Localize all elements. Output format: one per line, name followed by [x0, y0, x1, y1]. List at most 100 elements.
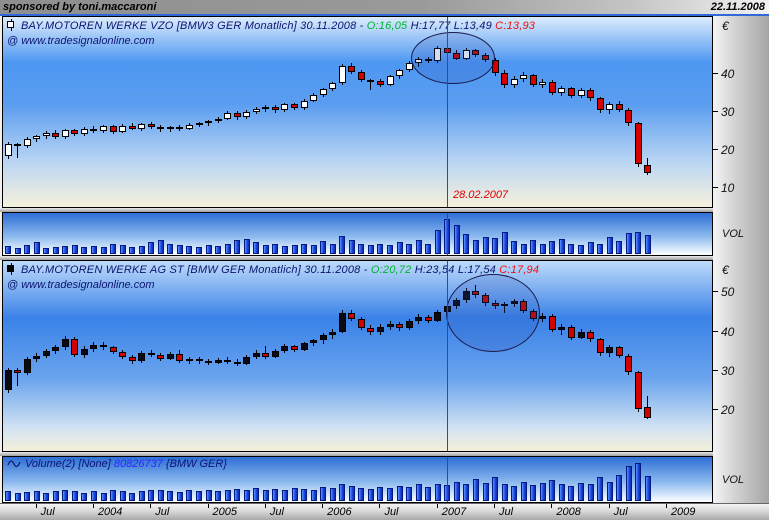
volume-bar — [281, 489, 288, 501]
x-tick-label: Jul — [613, 506, 628, 518]
filled-candle-icon — [7, 263, 16, 275]
volume-bar — [530, 240, 537, 254]
candle-body — [4, 144, 12, 157]
volume-bar — [119, 244, 126, 254]
candle-body — [71, 130, 79, 135]
volume-bar — [186, 490, 193, 501]
volume-bar — [224, 243, 231, 254]
x-tick-mark — [322, 504, 324, 508]
x-tick-label: Jul — [40, 506, 55, 518]
candle-body — [405, 62, 413, 71]
chart2-highlow-value: H:23,54 L:17,54 — [414, 264, 496, 276]
candle-body — [329, 331, 337, 336]
candle-body — [577, 331, 585, 338]
x-tick-mark — [608, 504, 610, 508]
candle-body — [634, 372, 642, 410]
x-tick-label: Jul — [155, 506, 170, 518]
volume-bar — [367, 244, 374, 254]
candle-body — [405, 321, 413, 329]
chart-panel-bmw-vzo[interactable]: BAY.MOTOREN WERKE VZO [BMW3 GER Monatlic… — [2, 16, 713, 208]
volume-bar — [157, 490, 164, 501]
chart2-open-value: O:20,72 — [370, 264, 412, 276]
candle-body — [625, 355, 633, 373]
candle-body — [61, 130, 69, 138]
chart-panel-bmw-st[interactable]: BAY.MOTOREN WERKE AG ST [BMW GER Monatli… — [2, 260, 713, 452]
candle-body — [205, 121, 213, 124]
candle-body — [185, 358, 193, 361]
candle-body — [214, 118, 222, 122]
volume-bar — [358, 243, 365, 254]
volume-bar — [644, 475, 651, 501]
candle-body — [262, 106, 270, 109]
x-tick-label: 2008 — [556, 506, 581, 518]
current-date: 22.11.2008 — [710, 1, 765, 13]
panel-separator[interactable] — [0, 208, 769, 212]
volume-panel-bmw-vzo[interactable] — [2, 212, 713, 256]
candle-body — [14, 369, 22, 374]
candle-body — [539, 81, 547, 85]
chart2-header: BAY.MOTOREN WERKE AG ST [BMW GER Monatli… — [7, 263, 539, 276]
volume-bar — [291, 244, 298, 254]
candle-body — [310, 340, 318, 344]
candle-body — [548, 81, 556, 93]
volume-bar — [52, 491, 59, 501]
highlight-ellipse[interactable] — [411, 31, 496, 84]
candle-body — [300, 100, 308, 109]
volume-bar — [616, 475, 623, 501]
candle-body — [424, 316, 432, 321]
volume-bar — [310, 489, 317, 501]
candle-body — [625, 109, 633, 124]
candle-body — [338, 312, 346, 332]
volume-bar — [511, 485, 518, 501]
volume-bar — [148, 489, 155, 501]
candle-body — [252, 352, 260, 358]
volume-bar — [482, 482, 489, 501]
candle-body — [558, 88, 566, 93]
x-tick-label: Jul — [269, 506, 284, 518]
candle-body — [338, 65, 346, 84]
candle-layer — [3, 17, 712, 207]
volume-bar — [463, 484, 470, 501]
volume-bar — [234, 240, 241, 254]
volume-layer — [3, 213, 712, 255]
volume-bar — [387, 488, 393, 501]
volume-bar — [157, 240, 164, 254]
candle-body — [252, 108, 260, 112]
volume-bar — [635, 463, 642, 501]
volume-bar — [243, 489, 250, 501]
volume-bar — [62, 490, 69, 501]
panel-separator[interactable] — [0, 256, 769, 260]
volume-panel-bmw-st[interactable]: Volume(2) [None] 80826737 {BMW GER} — [2, 456, 713, 503]
volume-bar — [167, 243, 174, 254]
volume-bar — [367, 488, 374, 501]
volume-bar — [138, 491, 145, 501]
volume-bar — [129, 247, 136, 254]
volume-bar — [262, 489, 269, 501]
highlight-ellipse[interactable] — [446, 273, 541, 352]
candle-body — [195, 123, 203, 126]
chart2-close-value: C:17,94 — [499, 264, 540, 276]
cursor-line — [446, 213, 448, 255]
price-axis[interactable]: €40 30 20 10 €50 40 30 20 VOL VOL — [713, 16, 769, 503]
volume-indicator-header: Volume(2) [None] 80826737 {BMW GER} — [7, 458, 227, 470]
volume-bar — [472, 240, 479, 254]
y-tick-label: 20 — [713, 403, 734, 417]
volume-bar — [234, 488, 241, 501]
candle-body — [100, 126, 107, 131]
volume-value-link[interactable]: 80826737 — [113, 458, 163, 470]
volume-bar — [110, 490, 117, 501]
candle-body — [634, 123, 642, 164]
volume-bar — [539, 482, 546, 501]
candle-body — [606, 347, 614, 354]
volume-bar — [578, 482, 584, 501]
volume-bar — [196, 491, 202, 501]
candle-body — [262, 352, 270, 357]
candle-body — [23, 139, 31, 147]
volume-bar — [215, 491, 222, 501]
volume-bar — [43, 492, 50, 501]
time-axis[interactable]: Jul 2004 Jul 2005 Jul 2006 Jul 2007 Jul 2008 Jul 20… — [0, 503, 769, 520]
volume-bar — [129, 492, 136, 501]
candle-body — [434, 311, 442, 321]
panel-separator[interactable] — [0, 452, 769, 456]
